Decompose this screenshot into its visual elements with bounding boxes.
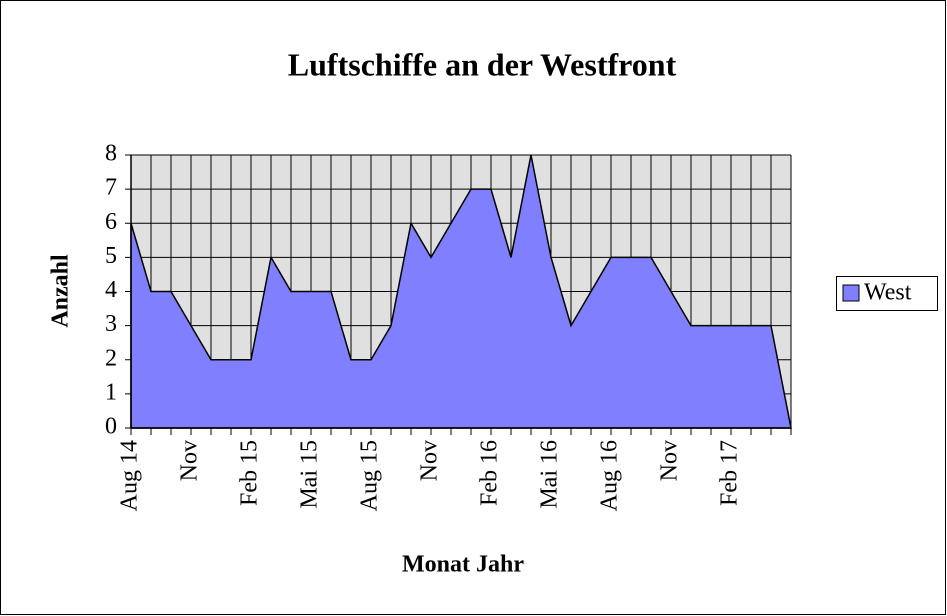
y-tick-label: 0 <box>105 414 117 440</box>
legend-label: West <box>864 280 912 306</box>
y-axis-label: Anzahl <box>48 254 74 328</box>
y-tick-label: 7 <box>105 175 117 201</box>
y-tick-label: 1 <box>105 379 117 405</box>
x-tick-label: Feb 16 <box>477 440 503 506</box>
x-tick-label: Mai 15 <box>297 440 323 509</box>
y-tick-label: 4 <box>105 277 117 303</box>
legend-swatch <box>842 284 860 302</box>
y-tick-label: 2 <box>105 345 117 371</box>
x-tick-label: Aug 16 <box>597 440 623 511</box>
area <box>130 154 792 429</box>
x-tick-label: Nov <box>657 440 683 481</box>
x-tick-label: Aug 14 <box>117 440 143 511</box>
x-tick-label: Nov <box>417 440 443 481</box>
chart-title: Luftschiffe an der Westfront <box>288 46 677 82</box>
x-axis-label: Monat Jahr <box>402 552 524 578</box>
x-tick-label: Aug 15 <box>357 440 383 511</box>
y-tick-label: 6 <box>105 209 117 235</box>
x-tick-label: Mai 16 <box>537 440 563 509</box>
y-tick-label: 8 <box>105 141 117 167</box>
x-tick-label: Nov <box>177 440 203 481</box>
x-tick-label: Feb 15 <box>237 440 263 506</box>
y-tick-label: 5 <box>105 243 117 269</box>
y-tick-label: 3 <box>105 311 117 337</box>
x-tick-label: Feb 17 <box>717 440 743 506</box>
